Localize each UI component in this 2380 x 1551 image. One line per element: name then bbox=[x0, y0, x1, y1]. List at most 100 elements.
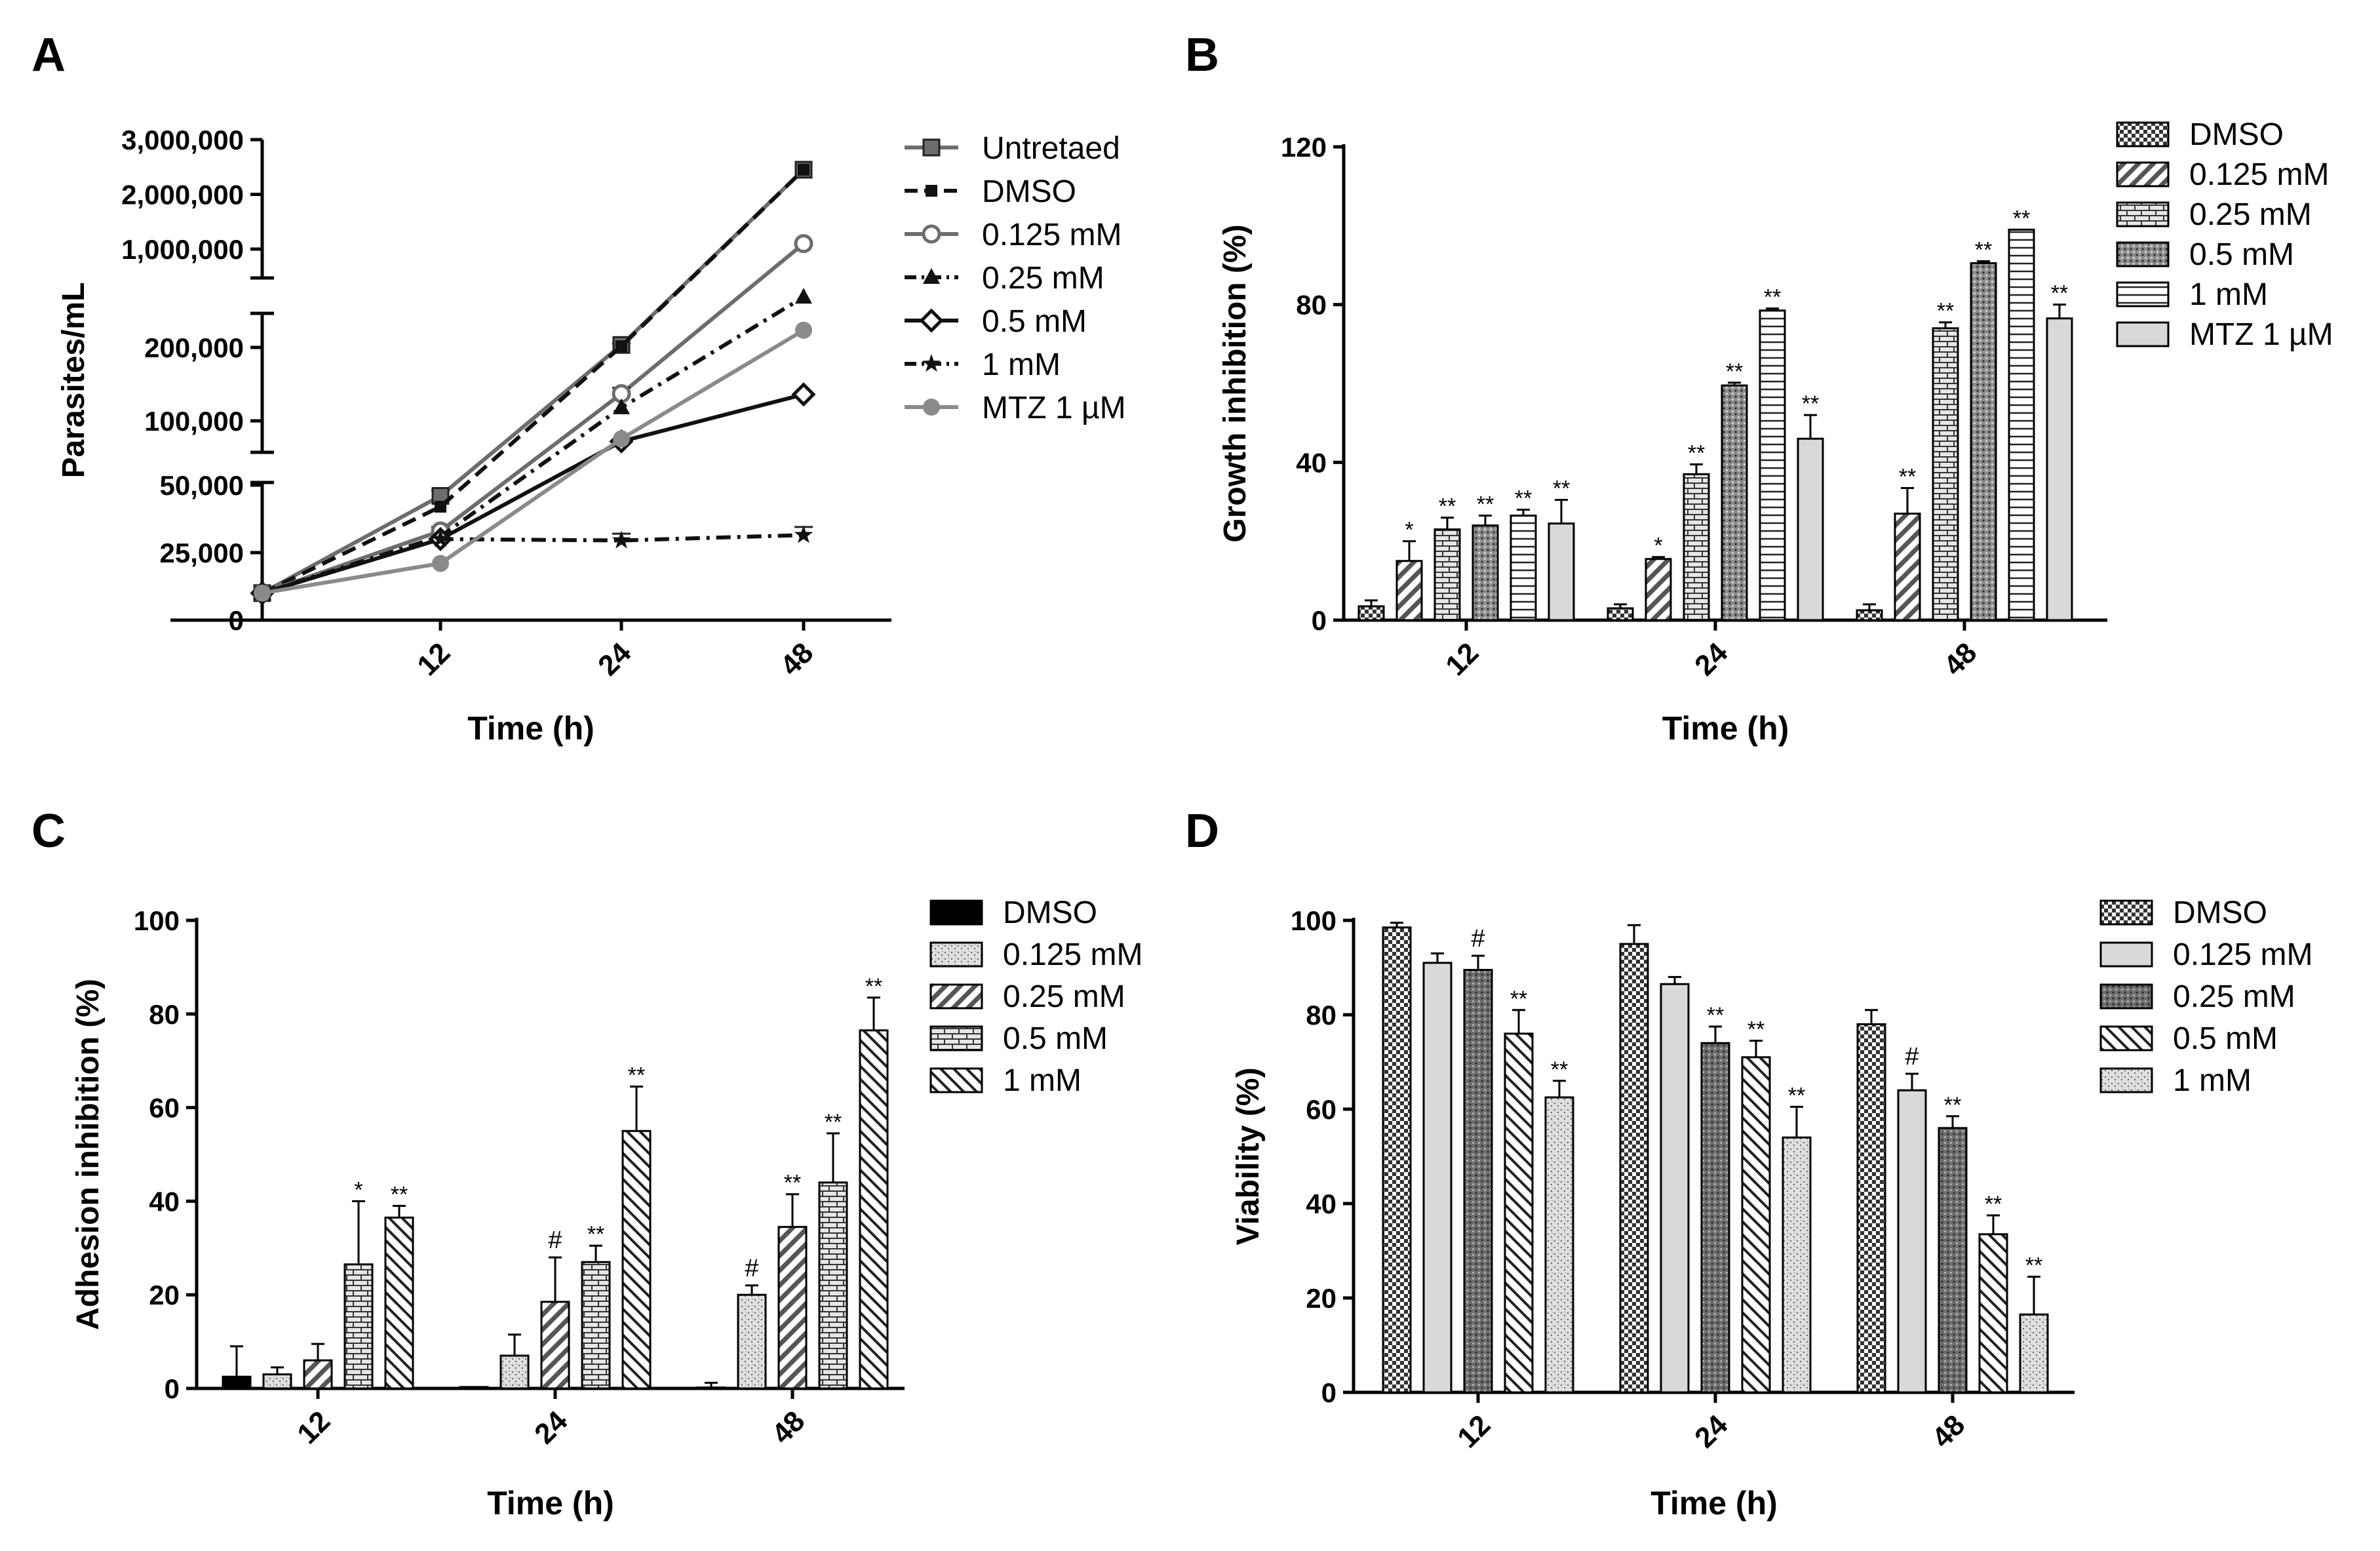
bar-0-5-mm-24h bbox=[581, 1261, 611, 1390]
bar-1-mm-24h bbox=[1759, 309, 1786, 621]
bar-0-25-mm-48h bbox=[1938, 1127, 1968, 1394]
series-line-dmso bbox=[261, 168, 806, 595]
legend-label-untretaed: Untretaed bbox=[982, 131, 1120, 166]
significance-mark: ** bbox=[865, 974, 882, 999]
legend-marker-dmso bbox=[926, 185, 937, 197]
legend-label-0-25-mm: 0.25 mM bbox=[1003, 979, 1125, 1014]
legend-label-1-mm: 1 mM bbox=[982, 347, 1061, 382]
legend-swatch-0-25-mm bbox=[929, 983, 983, 1010]
significance-mark: ** bbox=[1726, 359, 1743, 384]
point-dmso-48h bbox=[798, 163, 810, 176]
y-tick-label: 0 bbox=[1312, 605, 1327, 636]
significance-mark: ** bbox=[1553, 476, 1570, 501]
legend-label-mtz-1-m: MTZ 1 µM bbox=[2189, 317, 2333, 352]
bar-dmso-12h bbox=[1357, 605, 1385, 621]
bar-dmso-24h bbox=[1619, 943, 1649, 1394]
y-tick-label: 40 bbox=[1296, 447, 1327, 478]
panel-a-line-chart: 0 25,000 50,000 100,000 200,000 1,000,000 2,00… bbox=[56, 125, 1126, 747]
panel-label-a: A bbox=[31, 29, 66, 81]
x-tick-label: 24 bbox=[1688, 637, 1734, 682]
bar-dmso-12h bbox=[1382, 926, 1412, 1394]
legend-label-0-125-mm: 0.125 mM bbox=[1003, 937, 1142, 972]
bar-1-mm-12h bbox=[1510, 515, 1537, 621]
significance-mark: ** bbox=[784, 1171, 801, 1196]
bar-1-mm-12h bbox=[1544, 1096, 1574, 1394]
point-0-125-mm-48h bbox=[794, 234, 813, 254]
bar-dmso-24h bbox=[1607, 607, 1634, 621]
significance-mark: ** bbox=[1788, 1083, 1805, 1108]
bar-0-25-mm-12h bbox=[303, 1359, 333, 1390]
legend-label-0-5-mm: 0.5 mM bbox=[982, 304, 1087, 339]
significance-mark: ** bbox=[825, 1110, 842, 1135]
y-tick-label: 0 bbox=[229, 605, 244, 636]
legend-swatch-1-mm bbox=[2099, 1067, 2153, 1093]
y-tick-label: 40 bbox=[149, 1186, 180, 1217]
bar-0-25-mm-12h bbox=[1434, 528, 1461, 621]
legend-marker-0-25-mm bbox=[923, 268, 940, 284]
legend-label-0-25-mm: 0.25 mM bbox=[2189, 197, 2312, 232]
bar-0-125-mm-12h bbox=[262, 1373, 292, 1390]
significance-mark: ** bbox=[1439, 494, 1456, 519]
bar-0-5-mm-48h bbox=[1970, 262, 1997, 621]
legend-swatch-1-mm bbox=[2116, 281, 2170, 307]
bar-0-125-mm-12h bbox=[1422, 962, 1453, 1394]
significance-mark: # bbox=[1905, 1043, 1919, 1070]
significance-mark: * bbox=[1405, 518, 1413, 543]
bar-0-5-mm-24h bbox=[1721, 384, 1748, 621]
legend-swatch-1-mm bbox=[929, 1067, 983, 1093]
y-tick-label: 20 bbox=[149, 1280, 180, 1310]
y-axis-label: Parasites/mL bbox=[56, 283, 91, 479]
bar-0-5-mm-48h bbox=[818, 1181, 848, 1390]
point-dmso-24h bbox=[615, 340, 627, 353]
legend-label-0-125-mm: 0.125 mM bbox=[2173, 937, 2312, 972]
significance-mark: ** bbox=[1477, 492, 1494, 517]
series-line-untretaed bbox=[261, 168, 806, 595]
legend-swatch-0-125-mm bbox=[2099, 941, 2153, 968]
legend-swatch-dmso bbox=[929, 899, 983, 926]
significance-mark: ** bbox=[2013, 206, 2030, 231]
bar-mtz-1-m-12h bbox=[1548, 522, 1575, 621]
bar-0-25-mm-24h bbox=[1683, 473, 1710, 621]
legend-label-0-25-mm: 0.25 mM bbox=[2173, 979, 2295, 1014]
legend-label-dmso: DMSO bbox=[1003, 895, 1097, 930]
bar-1-mm-24h bbox=[621, 1129, 652, 1390]
legend-swatch-0-25-mm bbox=[2099, 983, 2153, 1010]
point-0-25-mm-48h bbox=[795, 288, 812, 304]
significance-mark: ** bbox=[1707, 1003, 1724, 1028]
significance-mark: * bbox=[1654, 534, 1662, 559]
significance-mark: ** bbox=[1975, 237, 1992, 262]
point-mtz-1-m-0h bbox=[254, 584, 271, 602]
y-tick-label: 100 bbox=[134, 905, 180, 936]
legend-label-0-5-mm: 0.5 mM bbox=[2189, 237, 2294, 272]
series-line-1-mm bbox=[262, 533, 804, 595]
significance-mark: ** bbox=[2025, 1253, 2042, 1278]
x-tick-label: 12 bbox=[291, 1405, 336, 1450]
significance-mark: ** bbox=[1937, 299, 1954, 324]
significance-mark: ** bbox=[1510, 987, 1527, 1011]
significance-mark: ** bbox=[1515, 486, 1532, 511]
y-tick-label: 60 bbox=[1306, 1094, 1336, 1125]
legend-label-1-mm: 1 mM bbox=[2173, 1063, 2252, 1098]
panel-d-bar-chart: 0 20 40 60 80 100 Viability (%) Time (h) 12 # ** **… bbox=[1231, 895, 2312, 1522]
legend-label-0-125-mm: 0.125 mM bbox=[982, 218, 1122, 252]
significance-mark: # bbox=[745, 1255, 758, 1282]
bar-1-mm-48h bbox=[2019, 1313, 2049, 1394]
x-axis-label: Time (h) bbox=[1650, 1485, 1778, 1522]
legend-swatch-0-25-mm bbox=[2116, 201, 2170, 227]
point-1-mm-24h bbox=[612, 530, 631, 549]
bar-dmso-12h bbox=[222, 1375, 252, 1390]
panel-b-bar-chart: 0 40 80 120 Growth inhibition (%) Time (h) 12 *… bbox=[1218, 117, 2333, 747]
bar-0-5-mm-12h bbox=[343, 1263, 374, 1390]
y-tick-label: 120 bbox=[1281, 132, 1327, 163]
bar-0-25-mm-48h bbox=[1932, 327, 1959, 621]
y-tick-label: 40 bbox=[1306, 1188, 1336, 1219]
bar-0-125-mm-48h bbox=[1897, 1089, 1927, 1394]
point-mtz-1-m-12h bbox=[432, 555, 449, 572]
y-tick-label: 3,000,000 bbox=[121, 125, 244, 155]
panel-label-b: B bbox=[1185, 29, 1219, 81]
point-0-25-mm-24h bbox=[613, 398, 630, 414]
y-tick-label: 2,000,000 bbox=[121, 180, 244, 210]
bar-0-125-mm-24h bbox=[1645, 558, 1672, 621]
legend-label-0-5-mm: 0.5 mM bbox=[2173, 1021, 2278, 1056]
bar-0-125-mm-24h bbox=[499, 1354, 530, 1390]
